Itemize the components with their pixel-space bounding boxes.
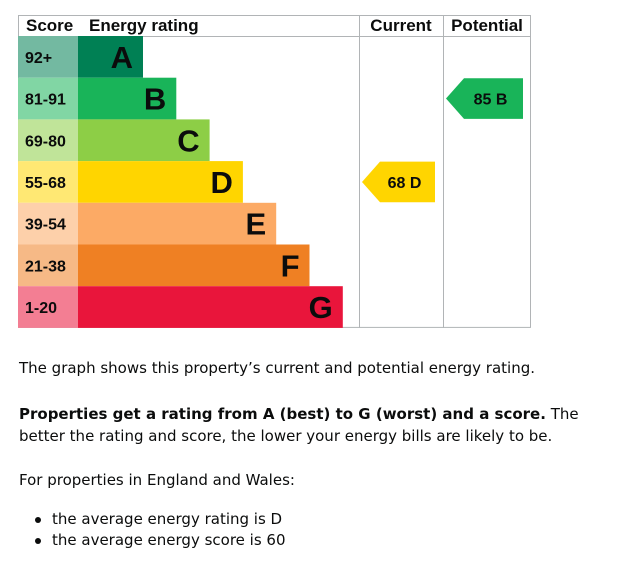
rating-explanation-rest: The better the rating and score, the low… <box>19 405 579 445</box>
band-bar-b <box>78 77 177 120</box>
band-letter-g: G <box>309 290 333 325</box>
score-cell-d <box>18 161 78 203</box>
band-bar-c <box>78 119 210 162</box>
header-energy-rating: Energy rating <box>89 16 199 35</box>
score-range-a: 92+ <box>25 50 52 67</box>
band-letter-d: D <box>211 165 233 200</box>
score-range-b: 81-91 <box>25 92 66 109</box>
band-letter-b: B <box>144 82 166 117</box>
score-cell-c <box>18 119 78 162</box>
band-letter-a: A <box>111 40 133 75</box>
potential-rating-label: 85 B <box>474 92 508 109</box>
potential-rating-arrow <box>446 78 523 119</box>
score-cell-b <box>18 77 78 120</box>
current-rating-label: 68 D <box>388 175 422 192</box>
band-bar-d <box>78 161 243 203</box>
rating-explanation-bold: Properties get a rating from A (best) to… <box>19 405 546 423</box>
header-current: Current <box>370 16 432 35</box>
score-range-e: 39-54 <box>25 217 66 234</box>
intro-text: The graph shows this property’s current … <box>19 359 535 377</box>
band-letter-f: F <box>281 248 300 283</box>
score-cell-a <box>18 36 78 78</box>
band-letter-c: C <box>177 123 199 158</box>
score-range-d: 55-68 <box>25 175 66 192</box>
rating-explanation: Properties get a rating from A (best) to… <box>19 403 599 447</box>
score-cell-g <box>18 286 78 328</box>
header-potential: Potential <box>451 16 523 35</box>
region-text: For properties in England and Wales: <box>19 471 295 489</box>
region-note: For properties in England and Wales: <box>19 469 599 491</box>
band-bar-f <box>78 244 310 287</box>
score-range-c: 69-80 <box>25 133 66 150</box>
average-list: the average energy rating is D the avera… <box>19 509 286 551</box>
band-bar-g <box>78 286 343 328</box>
band-bar-a <box>78 36 143 78</box>
chart-description: The graph shows this property’s current … <box>19 357 599 379</box>
current-rating-arrow <box>362 161 435 203</box>
average-rating-item: the average energy rating is D <box>19 509 286 530</box>
band-bar-e <box>78 202 277 245</box>
score-cell-e <box>18 202 78 245</box>
average-score-item: the average energy score is 60 <box>19 530 286 551</box>
score-range-g: 1-20 <box>25 300 57 317</box>
score-range-f: 21-38 <box>25 258 66 275</box>
band-letter-e: E <box>246 207 267 242</box>
score-cell-f <box>18 244 78 287</box>
header-score: Score <box>26 16 73 35</box>
energy-rating-chart: Score Energy rating Current Potential 92+ A 81… <box>18 15 531 328</box>
